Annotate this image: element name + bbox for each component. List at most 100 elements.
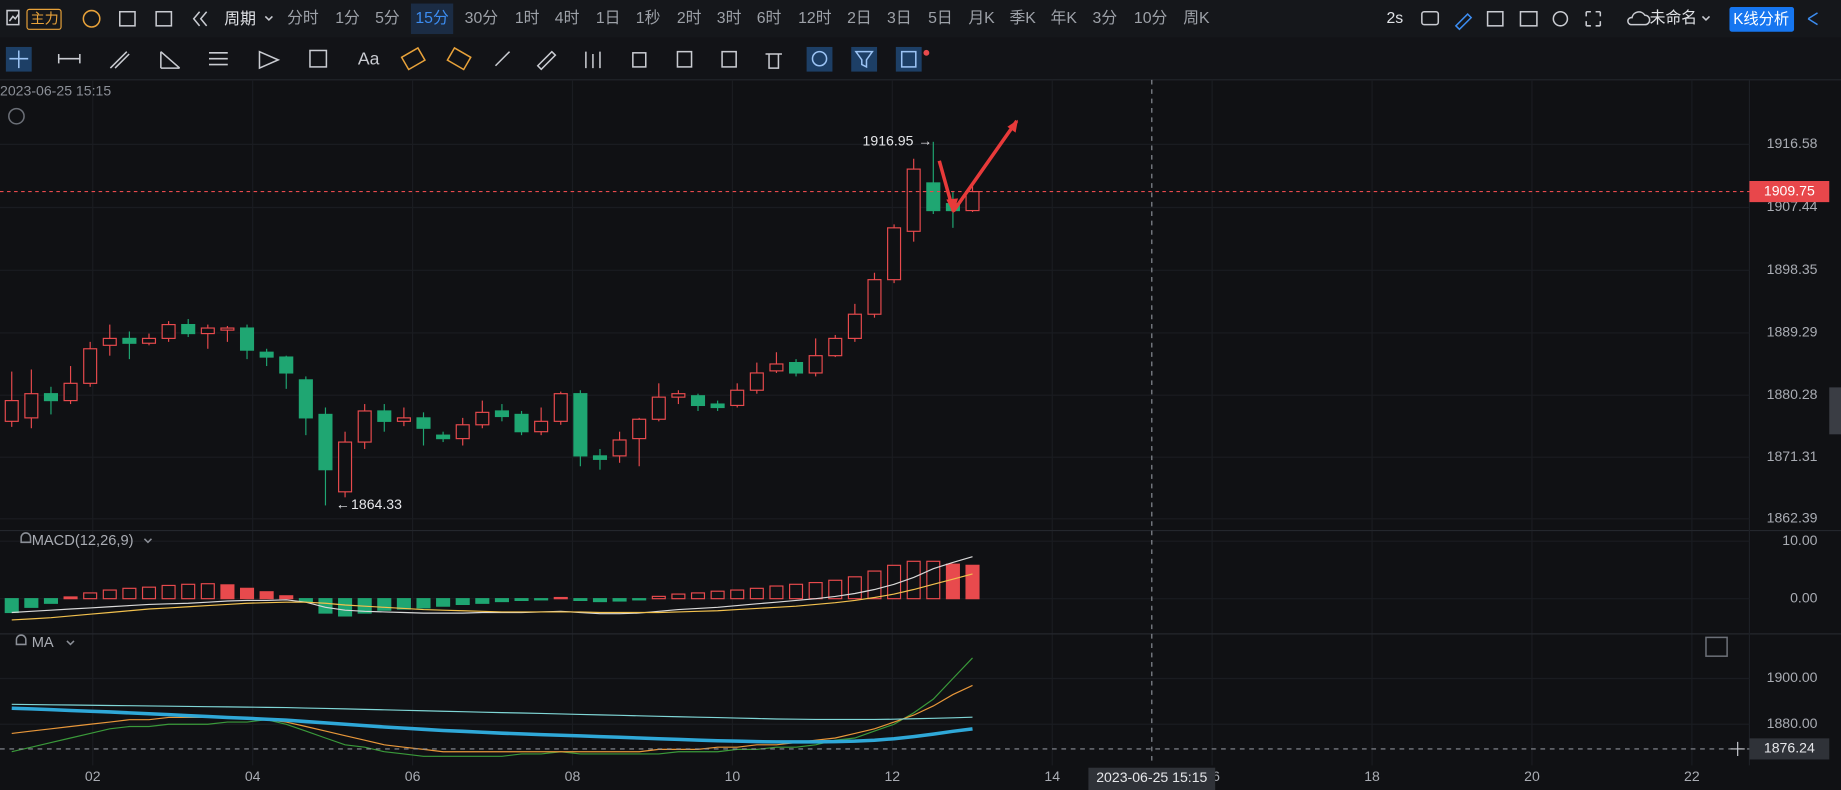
candle-body <box>769 363 784 372</box>
macd-bar <box>553 596 568 600</box>
ma-label[interactable]: MA <box>32 635 54 651</box>
copy-tool[interactable] <box>676 50 693 68</box>
period-option[interactable]: 周K <box>1183 10 1210 27</box>
logo-label[interactable]: 主力 <box>31 11 59 27</box>
macd-bar <box>945 563 960 600</box>
period-menu[interactable]: 周期 <box>224 10 256 28</box>
x-tick-label: 12 <box>884 768 900 784</box>
crosshair-plus[interactable] <box>1730 741 1745 756</box>
chart-icon[interactable] <box>6 9 20 26</box>
text-tool[interactable]: Aa <box>358 49 380 69</box>
period-option[interactable]: 1时 <box>515 9 540 27</box>
period-option[interactable]: 3日 <box>887 10 912 27</box>
macd-bar <box>475 598 490 604</box>
period-option[interactable]: 5日 <box>928 10 953 27</box>
macd-bar <box>43 598 59 604</box>
scroll-handle[interactable] <box>1829 387 1841 435</box>
bolt-icon[interactable] <box>82 9 101 28</box>
macd-bar <box>965 564 980 600</box>
share-icon[interactable] <box>1807 12 1818 26</box>
period-option[interactable]: 3时 <box>717 9 742 27</box>
indicator-line <box>11 706 973 744</box>
refresh-rate[interactable]: 2s <box>1386 10 1403 27</box>
candle-body <box>259 351 274 358</box>
triangle-tool[interactable] <box>160 51 181 69</box>
x-tick-label: 18 <box>1364 768 1380 784</box>
period-option[interactable]: 月K <box>968 10 995 27</box>
crosshair-value: 1876.24 <box>1764 740 1815 756</box>
channel-tool[interactable] <box>109 51 130 69</box>
line-tool[interactable] <box>57 53 81 64</box>
alert-icon[interactable] <box>15 634 27 646</box>
period-option[interactable]: 4时 <box>555 9 580 27</box>
layout-name[interactable]: 未命名 <box>1650 9 1698 27</box>
candle-body <box>338 441 353 493</box>
macd-bar <box>690 592 706 600</box>
visibility-tool[interactable] <box>900 50 917 68</box>
tool-active-bg <box>806 46 833 72</box>
candle-tool[interactable] <box>585 51 601 69</box>
measure-tool[interactable] <box>309 49 328 68</box>
crosshair-tool[interactable] <box>9 50 29 69</box>
fib-tool[interactable] <box>208 52 228 66</box>
indicator-line <box>11 573 973 621</box>
cursor-time: 2023-06-25 15:15 <box>0 82 111 98</box>
period-option[interactable]: 12时 <box>798 9 832 27</box>
candle-body <box>514 413 529 433</box>
replay-icon[interactable] <box>192 11 208 27</box>
ruler-tool[interactable] <box>400 46 426 71</box>
period-option[interactable]: 2日 <box>847 10 872 27</box>
y-tick-label: 1871.31 <box>1767 448 1818 464</box>
period-option[interactable]: 10分 <box>1134 9 1168 27</box>
analysis-button-bg[interactable] <box>1729 7 1795 32</box>
macd-bar <box>867 570 882 600</box>
expand-icon[interactable] <box>1705 636 1728 657</box>
candle-body <box>83 348 98 384</box>
period-option[interactable]: 1日 <box>596 10 621 27</box>
pattern-tool[interactable] <box>258 50 281 70</box>
cloud-icon[interactable] <box>1627 11 1651 26</box>
period-option[interactable]: 季K <box>1009 9 1036 27</box>
image-icon[interactable] <box>1519 10 1538 27</box>
logo-box[interactable] <box>26 8 62 30</box>
note-tool[interactable] <box>721 50 737 68</box>
pen-tool[interactable] <box>494 51 511 67</box>
indicator-line <box>11 657 973 757</box>
eraser-tool[interactable] <box>446 46 472 71</box>
period-option[interactable]: 分时 <box>287 9 319 27</box>
macd-label[interactable]: MACD(12,26,9) <box>32 533 134 549</box>
window-icon[interactable] <box>1486 10 1504 27</box>
layout-icon[interactable] <box>155 10 173 27</box>
camera-icon[interactable] <box>1421 10 1440 26</box>
delete-tool[interactable] <box>765 53 782 69</box>
filter-tool[interactable] <box>854 50 874 69</box>
period-option[interactable]: 30分 <box>465 9 499 27</box>
candle-body <box>200 327 215 335</box>
collapse-icon[interactable] <box>8 107 25 125</box>
fullscreen-icon[interactable] <box>1585 10 1602 27</box>
brush-tool[interactable] <box>536 50 557 71</box>
candle-body <box>475 411 490 426</box>
period-option[interactable]: 1分 <box>335 9 360 27</box>
settings-icon[interactable] <box>1552 10 1569 27</box>
alert-icon[interactable] <box>20 532 32 544</box>
period-option[interactable]: 5分 <box>375 9 400 27</box>
crosshair-time: 2023-06-25 15:15 <box>1096 769 1207 785</box>
macd-bar <box>730 589 745 600</box>
candle-body <box>43 393 59 402</box>
period-option[interactable]: 6时 <box>757 9 782 27</box>
y-tick-label: 0.00 <box>1790 589 1818 605</box>
period-option[interactable]: 15分 <box>415 9 449 27</box>
lock-tool[interactable] <box>632 52 647 68</box>
analysis-button[interactable]: K线分析 <box>1733 11 1789 28</box>
period-option[interactable]: 年K <box>1051 9 1078 27</box>
low-annotation: 1864.33 <box>351 496 402 512</box>
crosshair-value-box <box>1749 738 1830 760</box>
calendar-icon[interactable] <box>118 10 136 27</box>
period-option[interactable]: 1秒 <box>636 9 661 27</box>
period-option[interactable]: 2时 <box>677 9 702 27</box>
period-option[interactable]: 3分 <box>1093 9 1118 27</box>
magnet-tool[interactable] <box>811 50 828 67</box>
edit-icon[interactable] <box>1454 13 1473 31</box>
